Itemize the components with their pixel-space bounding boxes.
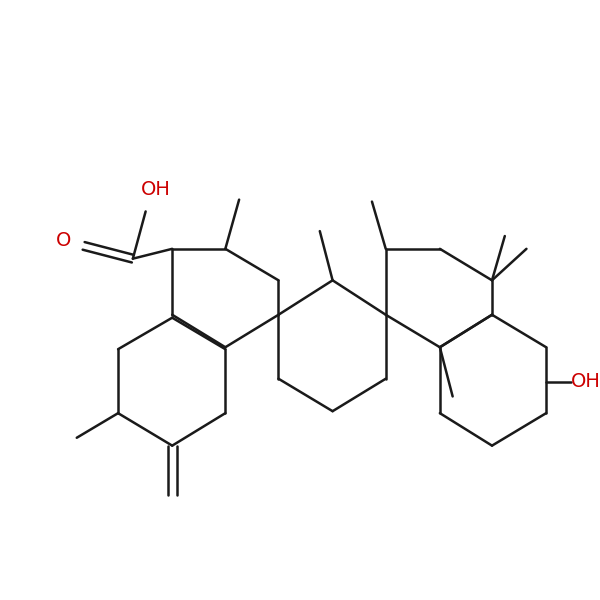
Text: O: O xyxy=(56,232,71,250)
Text: OH: OH xyxy=(140,180,170,199)
Text: OH: OH xyxy=(571,372,600,391)
